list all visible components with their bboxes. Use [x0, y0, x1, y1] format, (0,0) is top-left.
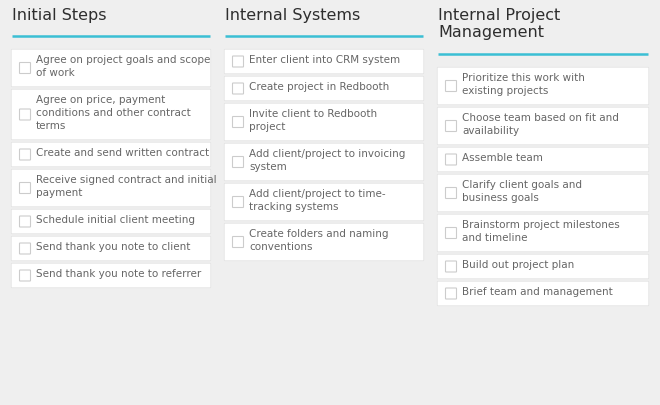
FancyBboxPatch shape: [20, 243, 30, 254]
FancyBboxPatch shape: [11, 236, 211, 261]
Text: Create folders and naming
conventions: Create folders and naming conventions: [249, 229, 389, 252]
Text: Create and send written contract: Create and send written contract: [36, 148, 209, 158]
FancyBboxPatch shape: [437, 174, 649, 212]
FancyBboxPatch shape: [11, 142, 211, 167]
Text: Enter client into CRM system: Enter client into CRM system: [249, 55, 400, 65]
FancyBboxPatch shape: [20, 109, 30, 120]
Text: Brief team and management: Brief team and management: [462, 287, 612, 297]
FancyBboxPatch shape: [224, 183, 424, 221]
FancyBboxPatch shape: [437, 214, 649, 252]
Text: Assemble team: Assemble team: [462, 153, 543, 163]
Text: Invite client to Redbooth
project: Invite client to Redbooth project: [249, 109, 377, 132]
FancyBboxPatch shape: [232, 156, 244, 168]
Text: Receive signed contract and initial
payment: Receive signed contract and initial paym…: [36, 175, 216, 198]
FancyBboxPatch shape: [232, 83, 244, 94]
Text: Prioritize this work with
existing projects: Prioritize this work with existing proje…: [462, 73, 585, 96]
FancyBboxPatch shape: [20, 183, 30, 194]
Text: Create project in Redbooth: Create project in Redbooth: [249, 82, 389, 92]
FancyBboxPatch shape: [224, 223, 424, 261]
Text: Clarify client goals and
business goals: Clarify client goals and business goals: [462, 180, 582, 203]
Text: Choose team based on fit and
availability: Choose team based on fit and availabilit…: [462, 113, 619, 136]
Text: Initial Steps: Initial Steps: [12, 8, 106, 23]
FancyBboxPatch shape: [11, 49, 211, 87]
FancyBboxPatch shape: [11, 209, 211, 234]
FancyBboxPatch shape: [437, 254, 649, 279]
FancyBboxPatch shape: [232, 56, 244, 67]
Text: Add client/project to time-
tracking systems: Add client/project to time- tracking sys…: [249, 189, 385, 212]
FancyBboxPatch shape: [446, 81, 457, 92]
FancyBboxPatch shape: [20, 270, 30, 281]
Text: Internal Project
Management: Internal Project Management: [438, 8, 560, 40]
FancyBboxPatch shape: [446, 188, 457, 198]
FancyBboxPatch shape: [11, 263, 211, 288]
Text: Agree on price, payment
conditions and other contract
terms: Agree on price, payment conditions and o…: [36, 95, 191, 130]
FancyBboxPatch shape: [446, 261, 457, 272]
Text: Agree on project goals and scope
of work: Agree on project goals and scope of work: [36, 55, 211, 78]
FancyBboxPatch shape: [11, 169, 211, 207]
FancyBboxPatch shape: [224, 103, 424, 141]
Text: Build out project plan: Build out project plan: [462, 260, 574, 270]
Text: Add client/project to invoicing
system: Add client/project to invoicing system: [249, 149, 405, 172]
FancyBboxPatch shape: [446, 154, 457, 165]
FancyBboxPatch shape: [437, 147, 649, 172]
FancyBboxPatch shape: [232, 196, 244, 207]
FancyBboxPatch shape: [224, 49, 424, 74]
Text: Brainstorm project milestones
and timeline: Brainstorm project milestones and timeli…: [462, 220, 620, 243]
FancyBboxPatch shape: [446, 121, 457, 132]
FancyBboxPatch shape: [437, 281, 649, 306]
FancyBboxPatch shape: [224, 143, 424, 181]
FancyBboxPatch shape: [437, 67, 649, 105]
FancyBboxPatch shape: [20, 216, 30, 227]
FancyBboxPatch shape: [20, 62, 30, 73]
FancyBboxPatch shape: [224, 76, 424, 101]
Text: Schedule initial client meeting: Schedule initial client meeting: [36, 215, 195, 225]
FancyBboxPatch shape: [446, 228, 457, 239]
Text: Send thank you note to referrer: Send thank you note to referrer: [36, 269, 201, 279]
FancyBboxPatch shape: [446, 288, 457, 299]
FancyBboxPatch shape: [232, 237, 244, 247]
FancyBboxPatch shape: [437, 107, 649, 145]
FancyBboxPatch shape: [11, 89, 211, 140]
FancyBboxPatch shape: [20, 149, 30, 160]
Text: Send thank you note to client: Send thank you note to client: [36, 242, 190, 252]
FancyBboxPatch shape: [232, 117, 244, 128]
Text: Internal Systems: Internal Systems: [225, 8, 360, 23]
